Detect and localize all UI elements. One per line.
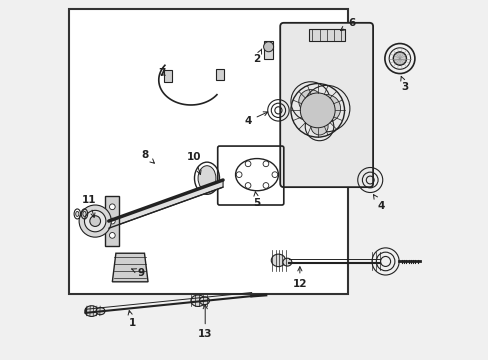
Text: 7: 7 (158, 68, 166, 78)
Ellipse shape (271, 254, 285, 267)
FancyBboxPatch shape (69, 9, 347, 294)
Ellipse shape (199, 297, 209, 305)
Text: 13: 13 (198, 305, 212, 339)
Circle shape (236, 172, 242, 177)
Bar (308, 29, 344, 41)
Text: 11: 11 (81, 195, 96, 217)
Circle shape (300, 93, 334, 128)
Ellipse shape (76, 211, 79, 216)
Bar (105, 196, 119, 246)
Text: 9: 9 (131, 268, 144, 278)
Circle shape (79, 205, 111, 237)
Circle shape (109, 204, 115, 210)
Text: 1: 1 (128, 311, 135, 328)
Circle shape (263, 183, 268, 188)
Circle shape (84, 210, 106, 232)
Ellipse shape (82, 211, 86, 216)
Circle shape (90, 216, 101, 226)
Text: 6: 6 (340, 18, 355, 31)
Text: 3: 3 (400, 76, 408, 92)
Bar (264, 41, 272, 59)
Circle shape (298, 90, 322, 113)
Circle shape (244, 161, 250, 167)
Circle shape (310, 118, 327, 135)
Text: 5: 5 (253, 192, 260, 208)
Circle shape (263, 42, 273, 52)
Ellipse shape (96, 307, 105, 315)
Polygon shape (108, 180, 223, 228)
Ellipse shape (198, 166, 216, 191)
Circle shape (271, 172, 277, 177)
Circle shape (393, 52, 406, 65)
Circle shape (109, 233, 115, 238)
FancyBboxPatch shape (280, 23, 372, 187)
Text: 2: 2 (253, 49, 261, 64)
Bar (216, 68, 224, 80)
Ellipse shape (283, 258, 291, 266)
Circle shape (109, 218, 115, 224)
Ellipse shape (190, 295, 205, 306)
Text: 8: 8 (142, 150, 154, 163)
Text: 4: 4 (373, 195, 384, 211)
Circle shape (263, 161, 268, 167)
Polygon shape (112, 253, 148, 282)
Bar (164, 70, 172, 82)
Ellipse shape (84, 306, 98, 316)
Circle shape (244, 183, 250, 188)
Text: 4: 4 (244, 112, 267, 126)
Circle shape (312, 95, 340, 122)
Text: 12: 12 (292, 267, 306, 289)
Text: 10: 10 (187, 152, 202, 175)
